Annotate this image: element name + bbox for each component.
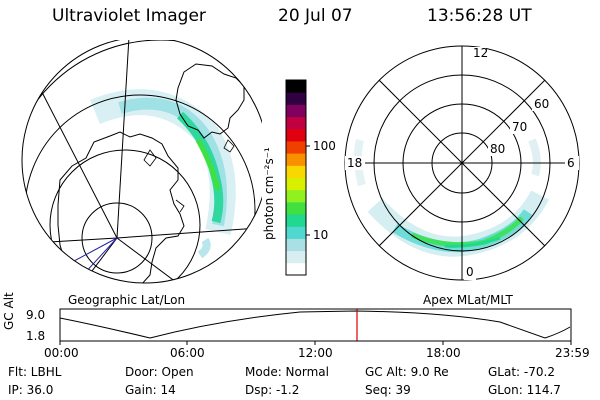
geographic-caption: Geographic Lat/Lon [68, 293, 186, 307]
colorbar-cell [286, 238, 306, 252]
colorbar-cell [286, 226, 306, 239]
colorbar-tick-10-label: 10 [313, 228, 329, 242]
timeline-ylabel: GC Alt [2, 292, 16, 330]
instrument-title: Ultraviolet Imager [52, 6, 206, 26]
colorbar-cell [286, 214, 306, 227]
colorbar-cell [286, 140, 306, 154]
ip-info: IP: 36.0 [8, 383, 54, 397]
filter-info: Flt: LBHL [8, 365, 62, 379]
colorbar-tick-100-label: 100 [313, 139, 336, 153]
timeline-tick-0: 00:00 [44, 346, 79, 360]
colorbar-cell [286, 80, 306, 93]
orbit-altitude-curve [59, 310, 571, 339]
colorbar-cell [286, 128, 306, 142]
colorbar-cell [286, 189, 306, 203]
colorbar-cell [286, 165, 306, 178]
magnetic-caption: Apex MLat/MLT [423, 293, 513, 307]
gc-alt-info: GC Alt: 9.0 Re [365, 365, 449, 379]
aurora-emission-geo [90, 89, 236, 259]
mlt-label-top: 12 [473, 46, 489, 60]
colorbar-cell [286, 116, 306, 130]
colorbar [286, 80, 306, 276]
australia-coastline [175, 63, 245, 139]
colorbar-cell [286, 153, 306, 166]
observation-date: 20 Jul 07 [278, 6, 353, 26]
gain-info: Gain: 14 [125, 383, 176, 397]
door-info: Door: Open [125, 365, 194, 379]
mlat-label-70: 70 [512, 120, 528, 134]
mlt-label-bottom: 0 [466, 265, 474, 279]
seq-info: Seq: 39 [365, 383, 411, 397]
colorbar-cell [286, 104, 306, 118]
colorbar-cell [286, 250, 306, 264]
mlt-label-left: 18 [347, 156, 363, 170]
mlat-label-60: 60 [534, 97, 550, 111]
colorbar-cell [286, 177, 306, 191]
colorbar-cell [286, 262, 306, 276]
timeline-ymin-label: 1.8 [26, 329, 46, 343]
timeline-tick-4: 23:59 [555, 346, 590, 360]
glon-info: GLon: 114.7 [488, 383, 561, 397]
glat-info: GLat: -70.2 [488, 365, 555, 379]
mode-info: Mode: Normal [245, 365, 329, 379]
colorbar-cell [286, 92, 306, 105]
timeline-tick-3: 18:00 [426, 346, 461, 360]
dsp-info: Dsp: -1.2 [245, 383, 300, 397]
timeline-tick-1: 06:00 [170, 346, 205, 360]
timeline-ymax-label: 9.0 [26, 308, 46, 322]
mlat-label-80: 80 [490, 142, 506, 156]
mlt-meridian-diag-b [378, 79, 546, 247]
mlt-label-right: 6 [567, 156, 575, 170]
colorbar-cell [286, 201, 306, 215]
timeline-frame [59, 308, 572, 342]
aurora-emission-mag [353, 138, 549, 257]
observation-time: 13:56:28 UT [427, 6, 532, 26]
colorbar-frame [285, 79, 307, 276]
timeline-tick-2: 12:00 [298, 346, 333, 360]
